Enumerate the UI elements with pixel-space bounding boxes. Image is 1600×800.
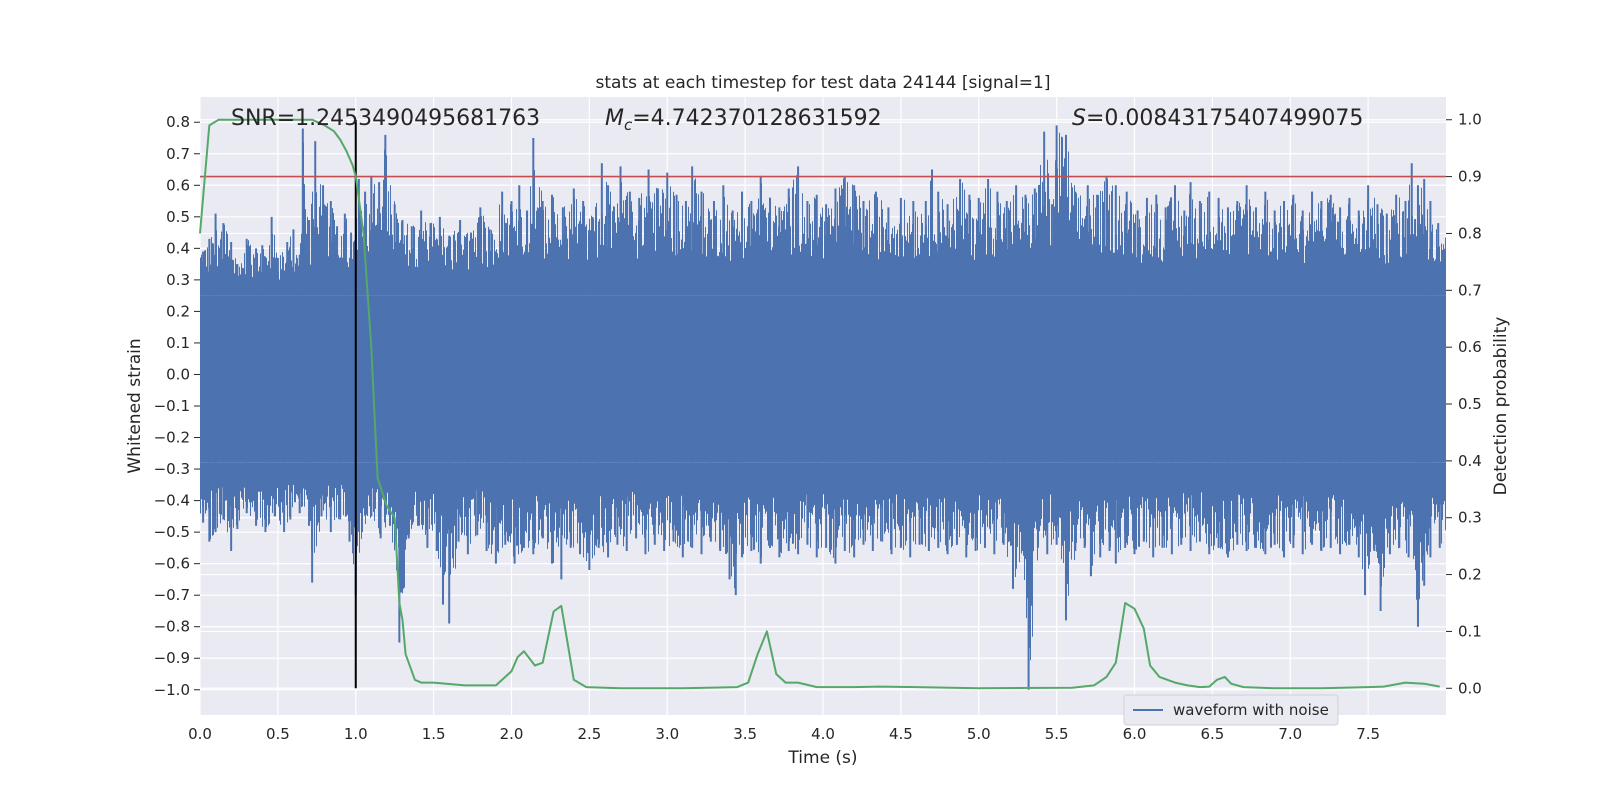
legend-box	[1123, 694, 1339, 726]
x-tick-label: 4.5	[889, 725, 913, 743]
waveform-upper-excursions	[200, 132, 1446, 296]
y-left-axis-ticks: 0.8 0.7 0.6 0.5 0.4 0.3 0.2 0.1 0.0 −0.1 −0.2 −0.3 −…	[154, 113, 200, 699]
x-tick-label: 6.5	[1200, 725, 1224, 743]
y-right-tick-label: 1.0	[1458, 111, 1482, 129]
x-tick-label: 6.0	[1123, 725, 1147, 743]
y-right-tick-label: 0.7	[1458, 281, 1482, 299]
y-left-tick-label: −0.8	[154, 618, 190, 636]
y-right-tick-label: 0.8	[1458, 224, 1482, 242]
y-right-tick-label: 0.4	[1458, 452, 1482, 470]
y-right-axis-ticks: 1.0 0.9 0.8 0.7 0.6 0.5 0.4 0.3 0.2 0.1 0.0	[1446, 111, 1482, 697]
chirp-mass-value: =4.742370128631592	[632, 106, 881, 131]
x-tick-label: 0.0	[188, 725, 212, 743]
x-tick-label: 2.0	[500, 725, 524, 743]
x-tick-label: 3.5	[733, 725, 757, 743]
y-right-tick-label: 0.6	[1458, 338, 1482, 356]
waveform-series	[200, 125, 1446, 690]
legend-label: waveform with noise	[1173, 701, 1329, 719]
y-left-tick-label: −0.7	[154, 586, 190, 604]
chirp-mass-annotation: Mc=4.742370128631592	[605, 106, 882, 134]
x-tick-label: 5.5	[1045, 725, 1069, 743]
y-left-axis-label: Whitened strain	[125, 338, 145, 473]
x-tick-label: 1.5	[422, 725, 446, 743]
x-tick-label: 1.0	[344, 725, 368, 743]
y-left-tick-label: 0.0	[166, 365, 190, 383]
x-tick-label: 4.0	[811, 725, 835, 743]
y-left-tick-label: 0.8	[166, 113, 190, 131]
y-right-axis-label: Detection probability	[1491, 317, 1511, 496]
x-tick-label: 5.0	[967, 725, 991, 743]
y-right-tick-label: 0.0	[1458, 679, 1482, 697]
snr-annotation: SNR=1.2453490495681763	[231, 106, 540, 131]
x-tick-label: 3.0	[655, 725, 679, 743]
probability-line	[199, 118, 1440, 690]
y-left-tick-label: 0.3	[166, 271, 190, 289]
s-value: =0.00843175407499075	[1086, 106, 1363, 131]
x-axis-label: Time (s)	[787, 748, 857, 768]
y-left-tick-label: 0.4	[166, 239, 190, 257]
chirp-mass-symbol: M	[605, 106, 624, 131]
y-left-tick-label: −0.1	[154, 397, 190, 415]
y-left-tick-label: 0.2	[166, 302, 190, 320]
x-axis-ticks: 0.0 0.5 1.0 1.5 2.0 2.5 3.0 3.5 4.0 4.5 5.0 5.5 6.0 6…	[188, 725, 1380, 743]
y-left-tick-label: −0.3	[154, 460, 190, 478]
x-tick-label: 7.0	[1278, 725, 1302, 743]
y-left-tick-label: 0.7	[166, 145, 190, 163]
y-left-tick-label: −0.2	[154, 429, 190, 447]
y-right-tick-label: 0.5	[1458, 395, 1482, 413]
y-left-tick-label: 0.1	[166, 334, 190, 352]
s-annotation: S=0.00843175407499075	[1072, 106, 1363, 131]
y-right-tick-label: 0.2	[1458, 566, 1482, 584]
y-left-tick-label: −0.9	[154, 649, 190, 667]
y-right-tick-label: 0.1	[1458, 622, 1482, 640]
legend: waveform with noise	[1123, 694, 1339, 726]
x-tick-label: 2.5	[577, 725, 601, 743]
waveform-core-band	[200, 295, 1446, 463]
probability-series	[199, 118, 1440, 690]
y-right-tick-label: 0.9	[1458, 168, 1482, 186]
chirp-mass-subscript: c	[624, 116, 633, 134]
y-left-tick-label: −0.6	[154, 555, 190, 573]
y-left-tick-label: −0.4	[154, 492, 190, 510]
y-right-tick-label: 0.3	[1458, 509, 1482, 527]
y-left-tick-label: −0.5	[154, 523, 190, 541]
s-symbol: S	[1072, 106, 1086, 131]
y-left-tick-label: −1.0	[154, 681, 190, 699]
x-tick-label: 7.5	[1356, 725, 1380, 743]
x-tick-label: 0.5	[266, 725, 290, 743]
y-left-tick-label: 0.6	[166, 176, 190, 194]
chart-title: stats at each timestep for test data 241…	[596, 73, 1051, 93]
y-left-tick-label: 0.5	[166, 208, 190, 226]
